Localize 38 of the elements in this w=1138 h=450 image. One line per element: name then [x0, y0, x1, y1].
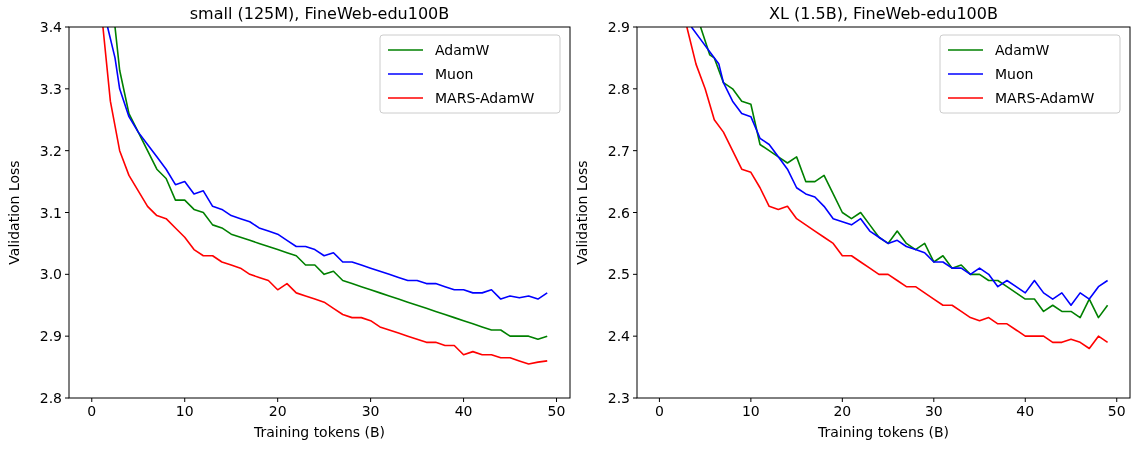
- x-tick-label: 30: [924, 403, 943, 419]
- x-tick-label: 20: [833, 403, 852, 419]
- x-tick-label: 40: [454, 403, 473, 419]
- y-tick-label: 2.8: [607, 80, 630, 97]
- y-tick-label: 2.8: [39, 390, 62, 406]
- y-tick-label: 2.4: [607, 328, 631, 345]
- y-axis-title: Validation Loss: [574, 160, 590, 265]
- y-tick-label: 3.4: [39, 19, 63, 35]
- x-tick-label: 50: [547, 403, 566, 419]
- legend-label: AdamW: [435, 42, 490, 58]
- legend-label: Muon: [995, 66, 1034, 82]
- legend-label: Muon: [435, 66, 474, 82]
- x-tick-label: 0: [654, 403, 664, 419]
- chart-title: small (125M), FineWeb-edu100B: [189, 4, 450, 23]
- x-tick-label: 20: [268, 403, 287, 419]
- y-tick-label: 2.5: [607, 266, 630, 283]
- legend-label: MARS-AdamW: [435, 90, 535, 106]
- x-tick-label: 0: [87, 403, 97, 419]
- y-tick-label: 3.3: [39, 80, 62, 97]
- y-tick-label: 2.3: [607, 390, 630, 406]
- x-axis-title: Training tokens (B): [252, 424, 386, 440]
- x-tick-label: 50: [1107, 403, 1126, 419]
- y-tick-label: 3.2: [39, 142, 62, 159]
- y-tick-label: 3.0: [39, 266, 62, 283]
- y-tick-label: 3.1: [39, 204, 62, 221]
- chart-title: XL (1.5B), FineWeb-edu100B: [769, 4, 998, 23]
- legend-label: MARS-AdamW: [995, 90, 1095, 106]
- y-axis-title: Validation Loss: [6, 160, 22, 265]
- x-axis-title: Training tokens (B): [816, 424, 950, 440]
- x-tick-label: 30: [361, 403, 380, 419]
- y-tick-label: 2.9: [39, 328, 62, 345]
- x-tick-label: 40: [1016, 403, 1035, 419]
- y-tick-label: 2.9: [607, 19, 630, 35]
- y-tick-label: 2.7: [607, 142, 630, 159]
- x-tick-label: 10: [741, 403, 760, 419]
- y-tick-label: 2.6: [607, 204, 631, 221]
- x-tick-label: 10: [175, 403, 194, 419]
- legend-label: AdamW: [995, 42, 1050, 58]
